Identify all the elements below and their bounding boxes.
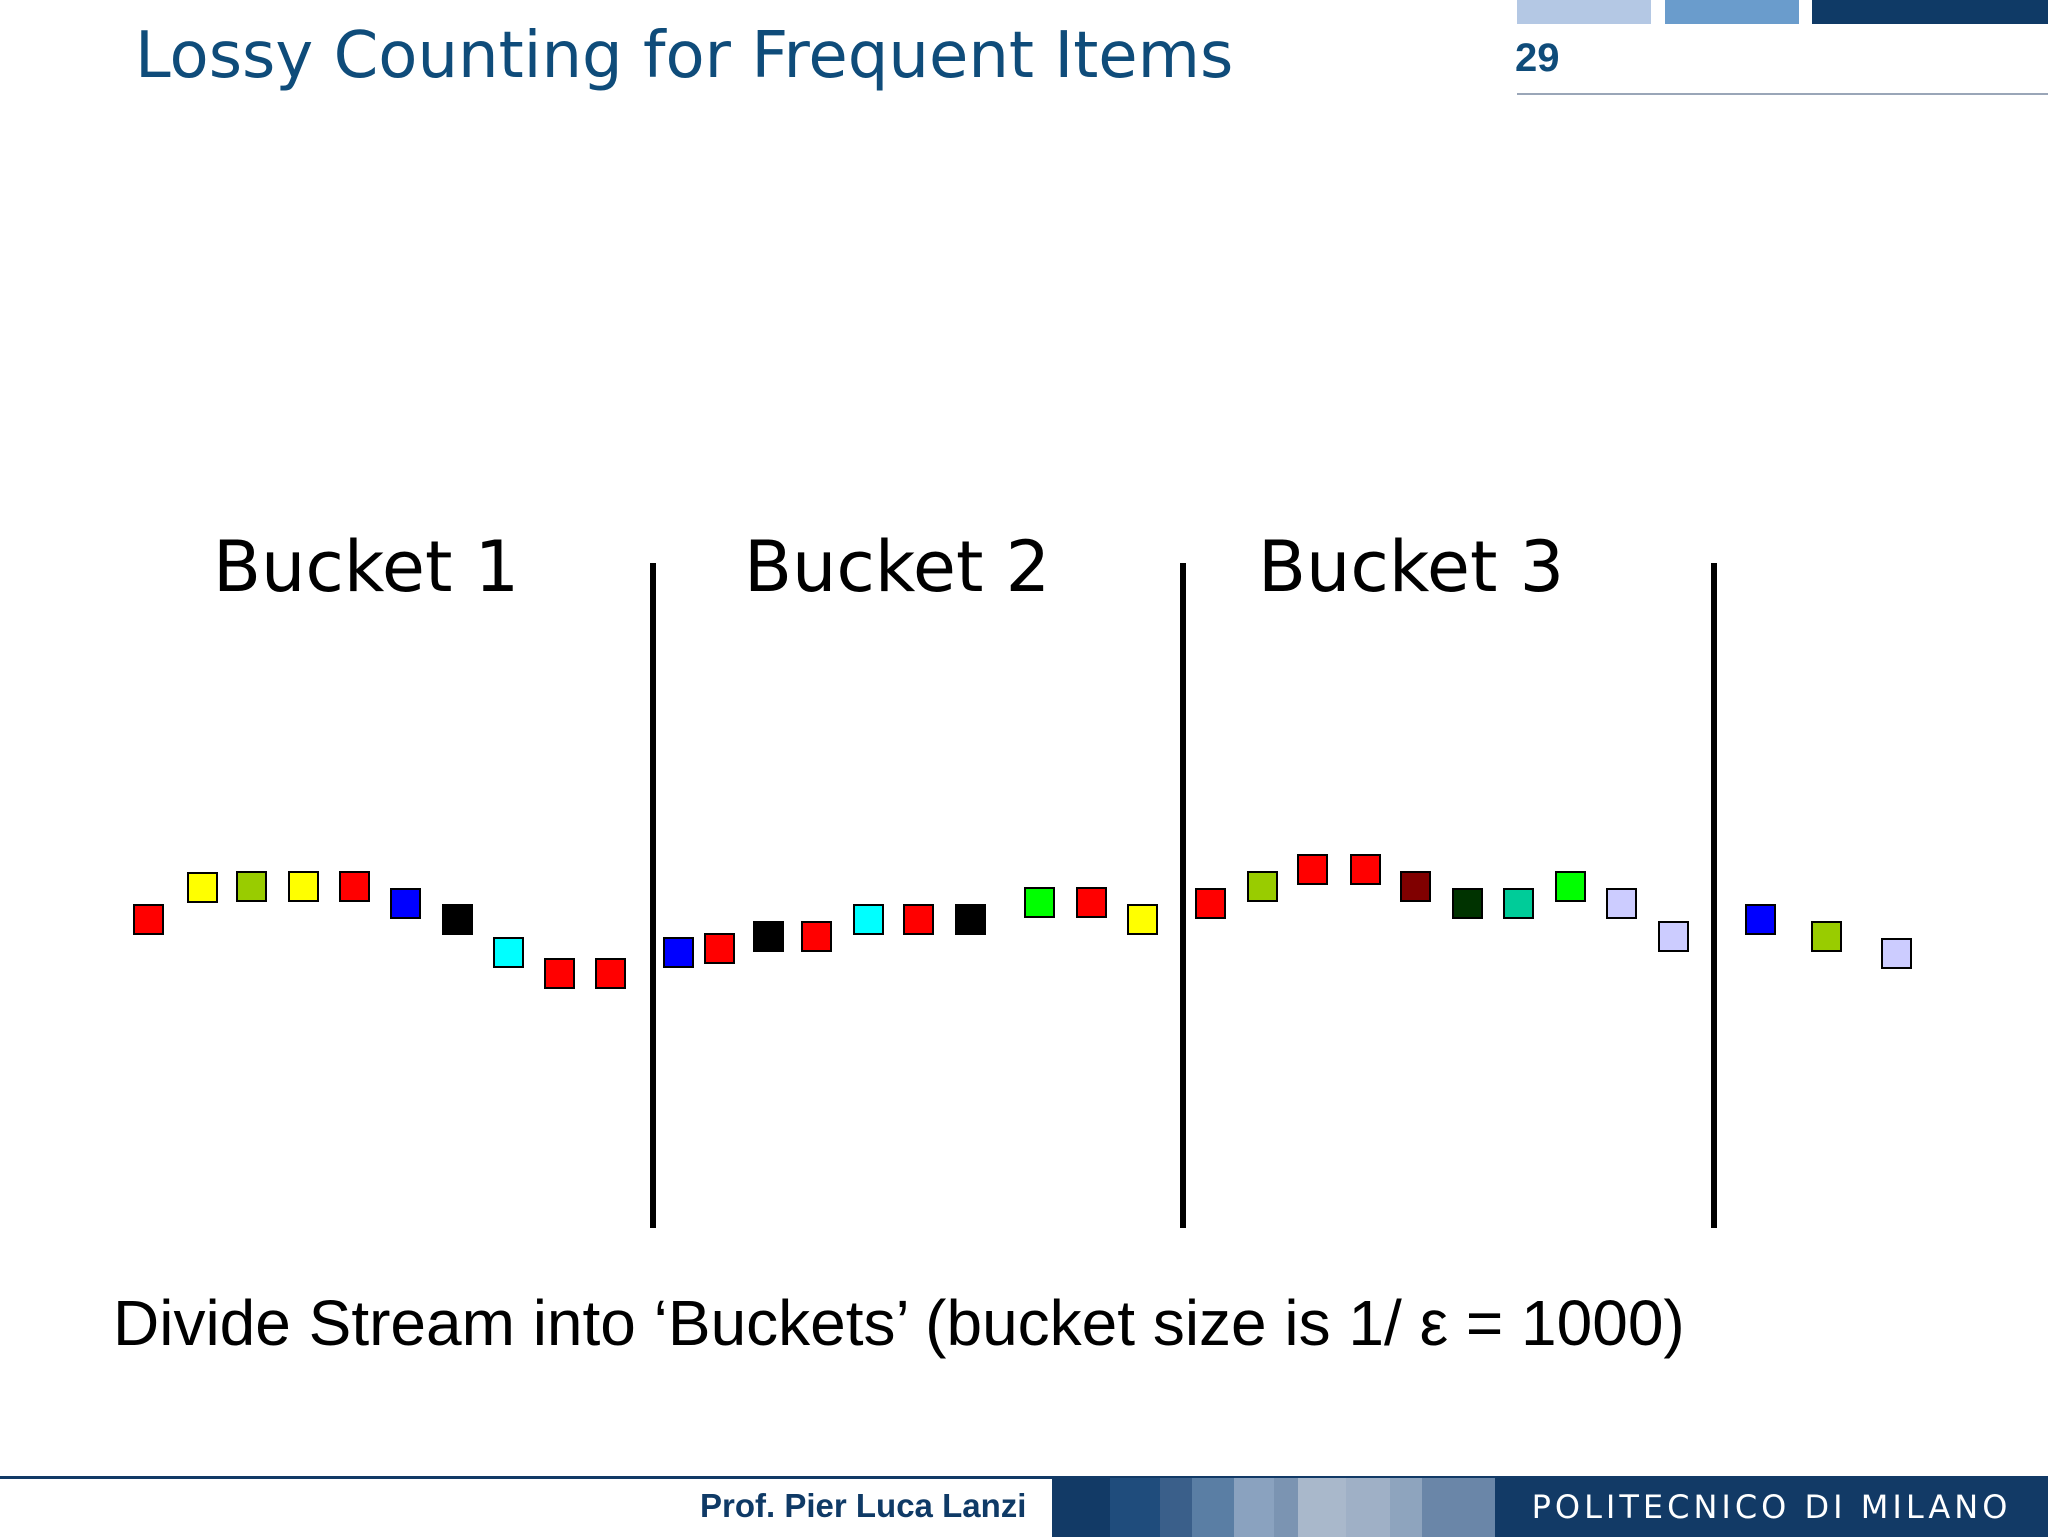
footer-strip-segment — [1052, 1478, 1110, 1537]
footer-strip-segment — [1298, 1478, 1346, 1537]
stream-item — [339, 871, 370, 902]
bucket-divider-1 — [650, 563, 656, 1228]
bucket-1-label: Bucket 1 — [213, 526, 520, 608]
stream-item — [390, 888, 421, 919]
stream-item — [1503, 888, 1534, 919]
stream-item — [595, 958, 626, 989]
stream-item — [1195, 888, 1226, 919]
stream-item — [1127, 904, 1158, 935]
stream-item — [236, 871, 267, 902]
stream-item — [903, 904, 934, 935]
footer-rule — [0, 1476, 2048, 1479]
stream-item — [1555, 871, 1586, 902]
bucket-3-label: Bucket 3 — [1258, 526, 1565, 608]
stream-item — [955, 904, 986, 935]
slide-title: Lossy Counting for Frequent Items — [135, 19, 1234, 93]
footer-strip-segment — [1346, 1478, 1390, 1537]
stream-item — [133, 904, 164, 935]
stream-item — [442, 904, 473, 935]
header-bar-dark — [1812, 0, 2048, 24]
stream-item — [663, 937, 694, 968]
footer-strip-segment — [1234, 1478, 1274, 1537]
stream-item — [1452, 888, 1483, 919]
bucket-2-label: Bucket 2 — [744, 526, 1051, 608]
stream-item — [288, 871, 319, 902]
page-number: 29 — [1515, 36, 1560, 80]
bucket-caption: Divide Stream into ‘Buckets’ (bucket siz… — [113, 1287, 1685, 1359]
footer-strip-segment — [1390, 1478, 1422, 1537]
footer-author: Prof. Pier Luca Lanzi — [700, 1487, 1027, 1524]
footer-strip-segment — [1274, 1478, 1298, 1537]
stream-item — [1881, 938, 1912, 969]
stream-item — [1811, 921, 1842, 952]
header-bar-medium — [1665, 0, 1799, 24]
stream-item — [187, 872, 218, 903]
footer-strip-segment — [1422, 1478, 1495, 1537]
footer-strip-segment — [1110, 1478, 1160, 1537]
bucket-divider-3 — [1711, 563, 1717, 1228]
stream-item — [1247, 871, 1278, 902]
stream-item — [753, 921, 784, 952]
stream-item — [704, 933, 735, 964]
footer-institution: POLITECNICO DI MILANO — [1495, 1478, 2048, 1537]
stream-item — [1076, 887, 1107, 918]
stream-item — [1297, 854, 1328, 885]
stream-item — [544, 958, 575, 989]
stream-item — [1400, 871, 1431, 902]
stream-item — [1745, 904, 1776, 935]
header-bar-light — [1517, 0, 1651, 24]
stream-item — [801, 921, 832, 952]
stream-item — [1606, 888, 1637, 919]
stream-item — [1658, 921, 1689, 952]
stream-item — [493, 937, 524, 968]
bucket-divider-2 — [1180, 563, 1186, 1228]
stream-item — [1024, 887, 1055, 918]
footer-strip-segment — [1192, 1478, 1234, 1537]
stream-item — [853, 904, 884, 935]
footer-strip-segment — [1160, 1478, 1192, 1537]
stream-item — [1350, 854, 1381, 885]
header-rule — [1517, 93, 2048, 95]
